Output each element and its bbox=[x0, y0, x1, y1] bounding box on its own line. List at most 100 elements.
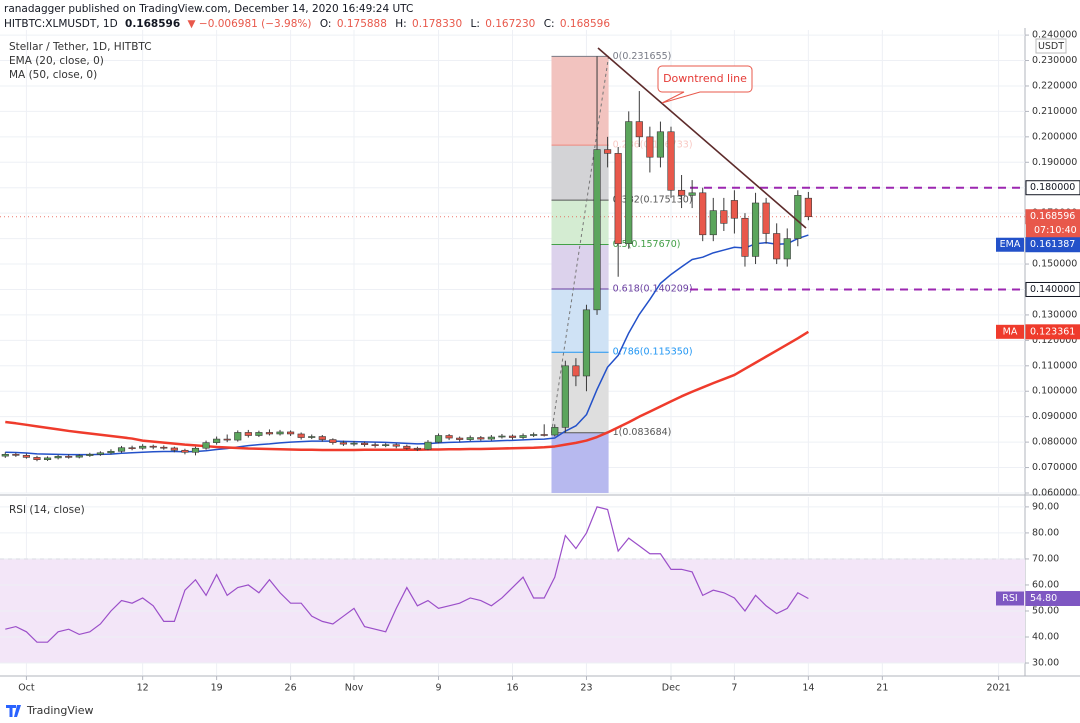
price-label-box bbox=[1025, 324, 1080, 340]
candle-body bbox=[244, 432, 252, 436]
candle-body bbox=[730, 200, 738, 219]
y-tick-label: 0.130000 bbox=[1032, 309, 1077, 320]
x-tick-label: 23 bbox=[580, 683, 592, 694]
candle-body bbox=[688, 192, 696, 196]
candle-body bbox=[751, 202, 760, 257]
fib-label: 0.5(0.157670) bbox=[613, 239, 681, 250]
price-label: 0.140000 bbox=[1030, 284, 1075, 295]
candle-body bbox=[202, 442, 210, 449]
callout-box bbox=[657, 65, 753, 104]
candle-body bbox=[794, 195, 802, 239]
candle-body bbox=[255, 432, 263, 436]
candle-body bbox=[128, 447, 136, 450]
annotation: Downtrend line bbox=[663, 72, 747, 85]
main-layer: Oct 12 19 26 Nov 9 16 23 Dec 7 14 21 2021 0.240000 0.2… bbox=[1, 30, 1080, 694]
change: ▼ −0.006981 (−3.98%) bbox=[188, 18, 312, 30]
x-tick-label: 26 bbox=[285, 683, 297, 694]
candle-body bbox=[339, 442, 348, 445]
candle-body bbox=[773, 233, 781, 260]
y-tick-label: 0.150000 bbox=[1032, 259, 1077, 270]
candle-body bbox=[498, 435, 506, 438]
y-tick-label: 0.200000 bbox=[1032, 131, 1077, 142]
price-label: 0.123361 bbox=[1030, 326, 1075, 337]
candle-body bbox=[646, 136, 654, 158]
candle-body bbox=[22, 455, 30, 458]
candle-body bbox=[149, 445, 157, 448]
y-tick-label: 0.210000 bbox=[1032, 106, 1077, 117]
x-tick-label: 16 bbox=[506, 683, 518, 694]
candle-body bbox=[604, 149, 612, 154]
price-label-box bbox=[1025, 590, 1080, 606]
price: 0.168596 bbox=[125, 18, 180, 30]
ohlc-value: 0.167230 bbox=[485, 18, 535, 30]
unit-box bbox=[1035, 38, 1067, 54]
candle-body bbox=[191, 447, 200, 453]
fib-zone bbox=[551, 352, 609, 433]
x-tick-label: 7 bbox=[731, 683, 737, 694]
x-tick-label: 21 bbox=[876, 683, 888, 694]
candle-body bbox=[403, 445, 411, 449]
tag-box bbox=[996, 237, 1024, 252]
tag-box bbox=[996, 324, 1024, 339]
y-tick-label: 0.090000 bbox=[1032, 411, 1077, 422]
y-tick-label: 0.100000 bbox=[1032, 386, 1077, 397]
candle-body bbox=[656, 131, 665, 158]
x-tick-label: Dec bbox=[662, 683, 680, 694]
footer-brand: TradingView bbox=[26, 704, 93, 717]
price-label: 0.168596 bbox=[1030, 211, 1075, 222]
y-tick-label: 90.00 bbox=[1032, 501, 1059, 512]
price-label-box bbox=[1025, 237, 1080, 253]
candle-body bbox=[318, 436, 326, 440]
indicator-line bbox=[5, 234, 809, 456]
x-tick-label: 14 bbox=[802, 683, 814, 694]
ohlc-key: L: bbox=[471, 18, 480, 30]
ohlc-key: H: bbox=[395, 18, 406, 30]
ohlc-value: 0.168596 bbox=[560, 18, 610, 30]
candle-body bbox=[677, 189, 686, 196]
price-label-box bbox=[1025, 180, 1080, 196]
candle-body bbox=[519, 435, 527, 438]
candle-body bbox=[582, 309, 591, 377]
candle-body bbox=[276, 431, 284, 435]
fib-label: 1(0.083684) bbox=[613, 427, 672, 438]
candle-body bbox=[350, 442, 358, 445]
candle-body bbox=[699, 192, 707, 236]
candle-body bbox=[804, 197, 812, 218]
candle-body bbox=[551, 427, 559, 436]
candle-body bbox=[593, 149, 601, 311]
fib-label: 0(0.231655) bbox=[613, 51, 672, 62]
candle-body bbox=[625, 121, 633, 244]
tag-label: MA bbox=[1003, 326, 1018, 337]
tag-label: RSI bbox=[1002, 593, 1017, 604]
candle-body bbox=[487, 436, 495, 440]
legend-entry: EMA (20, close, 0) bbox=[9, 55, 104, 67]
candle-body bbox=[96, 452, 104, 455]
y-tick-label: 0.070000 bbox=[1032, 462, 1077, 473]
tag-label: EMA bbox=[1000, 239, 1021, 250]
candle-body bbox=[456, 437, 464, 440]
candle-body bbox=[445, 435, 453, 439]
candle-body bbox=[614, 153, 622, 244]
y-tick-label: 0.230000 bbox=[1032, 55, 1077, 66]
countdown-box bbox=[1026, 223, 1080, 238]
candle-body bbox=[234, 432, 242, 441]
x-tick-label: 2021 bbox=[986, 683, 1010, 694]
candle-body bbox=[508, 435, 517, 438]
published-line: ranadagger published on TradingView.com,… bbox=[4, 3, 413, 15]
tag-box bbox=[996, 591, 1024, 606]
candle-body bbox=[75, 455, 83, 458]
candle-body bbox=[667, 131, 675, 191]
candle-body bbox=[86, 454, 94, 456]
candle-body bbox=[160, 446, 168, 449]
y-tick-label: 50.00 bbox=[1032, 605, 1059, 616]
candle-body bbox=[33, 457, 41, 460]
y-tick-label: 70.00 bbox=[1032, 553, 1059, 564]
candle-body bbox=[12, 454, 20, 456]
candle-body bbox=[762, 202, 770, 234]
candle-body bbox=[170, 447, 178, 451]
ohlc-key: O: bbox=[320, 18, 332, 30]
candle-body bbox=[572, 365, 580, 377]
candle-body bbox=[434, 435, 443, 443]
candle-body bbox=[107, 450, 115, 454]
y-tick-label: 0.190000 bbox=[1032, 157, 1077, 168]
